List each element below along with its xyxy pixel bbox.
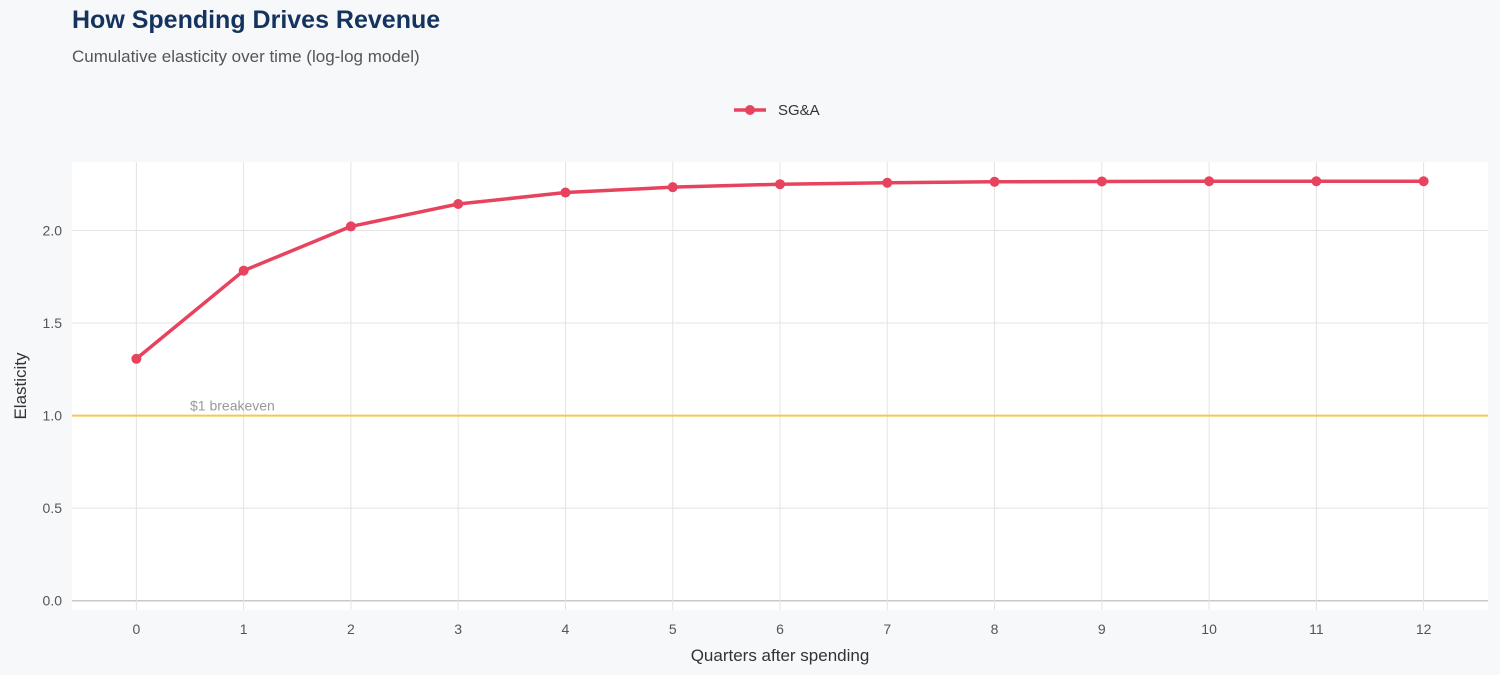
data-point (775, 179, 785, 190)
data-point (1204, 176, 1215, 187)
x-tick-label: 7 (883, 621, 891, 637)
legend-label: SG&A (778, 102, 820, 119)
legend-marker (745, 105, 755, 115)
breakeven-label: $1 breakeven (190, 398, 275, 414)
data-point (1311, 176, 1322, 187)
x-tick-label: 9 (1098, 621, 1106, 637)
chart-subtitle: Cumulative elasticity over time (log-log… (72, 47, 420, 66)
x-tick-label: 2 (347, 621, 355, 637)
y-tick-label: 0.0 (43, 593, 63, 609)
x-tick-label: 11 (1309, 621, 1324, 637)
y-tick-label: 0.5 (43, 500, 63, 516)
y-tick-label: 1.5 (43, 315, 63, 331)
chart-title: How Spending Drives Revenue (72, 6, 441, 34)
data-point (882, 177, 893, 188)
x-tick-label: 4 (562, 621, 570, 637)
data-point (131, 353, 142, 364)
x-tick-label: 1 (240, 621, 248, 637)
data-point (1096, 176, 1107, 187)
data-point (238, 265, 249, 276)
data-point (560, 187, 571, 198)
data-point (989, 176, 1000, 187)
x-tick-label: 8 (991, 621, 999, 637)
x-tick-label: 0 (132, 621, 140, 637)
data-point (667, 182, 678, 193)
y-axis-title: Elasticity (11, 352, 30, 420)
x-tick-label: 5 (669, 621, 677, 637)
x-tick-label: 6 (776, 621, 784, 637)
data-point (1418, 176, 1429, 187)
x-axis-title: Quarters after spending (691, 646, 870, 665)
y-tick-label: 1.0 (43, 408, 63, 424)
x-tick-label: 12 (1416, 621, 1432, 637)
data-point (345, 221, 356, 232)
y-tick-label: 2.0 (43, 222, 63, 238)
x-tick-label: 10 (1201, 621, 1217, 637)
x-tick-label: 3 (454, 621, 462, 637)
data-point (453, 199, 464, 210)
